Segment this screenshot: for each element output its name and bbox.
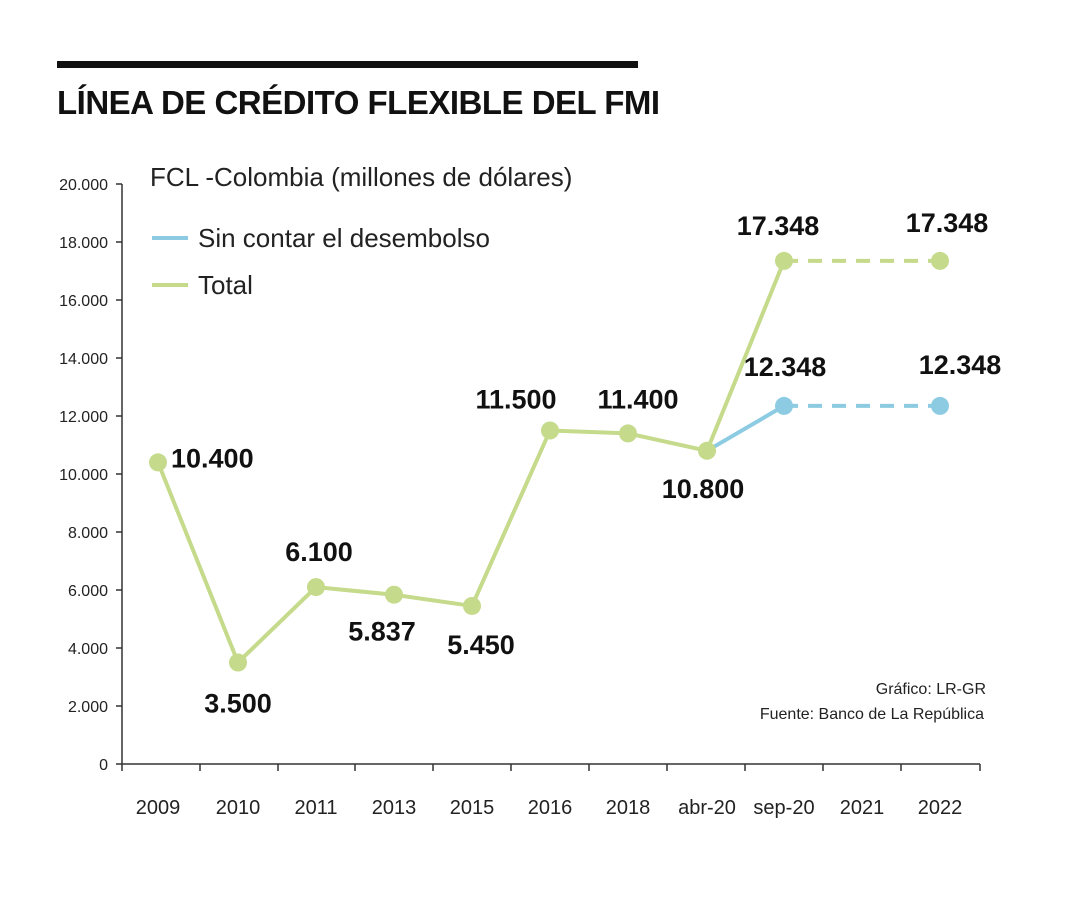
series-segment-total <box>314 585 396 597</box>
x-tick-label: 2016 <box>528 797 573 819</box>
data-point-total <box>775 251 793 270</box>
chart-points <box>149 251 949 672</box>
data-label-total: 10.800 <box>662 474 745 504</box>
y-tick-label: 20.000 <box>59 177 108 194</box>
x-tick-label: 2015 <box>450 797 495 819</box>
x-tick-label: 2013 <box>372 797 417 819</box>
data-label-total: 17.348 <box>737 211 820 241</box>
data-label-sin-desembolso: 12.348 <box>744 352 827 382</box>
y-tick-label: 10.000 <box>59 467 108 484</box>
chart-credit: Gráfico: LR-GR <box>876 681 986 698</box>
data-label-total: 10.400 <box>171 443 254 473</box>
data-point-total <box>149 453 167 472</box>
chart-source: Fuente: Banco de La República <box>760 706 984 723</box>
y-tick-label: 4.000 <box>68 641 108 658</box>
series-segment-total <box>548 428 630 436</box>
series-segment-total <box>705 258 786 453</box>
data-point-total <box>385 585 403 604</box>
data-label-total: 11.400 <box>597 384 678 414</box>
series-segment-total <box>626 431 709 453</box>
data-label-total: 11.500 <box>475 385 556 415</box>
x-tick-label: 2009 <box>136 797 181 819</box>
x-tick-label: 2011 <box>294 797 337 819</box>
y-tick-label: 12.000 <box>59 409 108 426</box>
chart-data-labels: 12.348 12.348 10.400 3.500 6.100 5.837 5.450 11… <box>171 208 1001 719</box>
chart-axes: 0 2.000 4.000 6.000 8.000 10.000 12.000 14.000 1… <box>59 177 981 819</box>
data-label-total: 3.500 <box>204 689 272 719</box>
y-tick-label: 0 <box>99 757 108 774</box>
series-segment-total <box>470 428 552 608</box>
x-tick-label: 2010 <box>216 797 261 819</box>
data-label-total: 6.100 <box>285 537 353 567</box>
data-point-total <box>229 653 247 672</box>
y-tick-label: 14.000 <box>59 351 108 368</box>
data-point-total <box>541 421 559 440</box>
data-point-total <box>619 424 637 443</box>
data-point-total <box>307 578 325 597</box>
series-segment-sin-desembolso <box>705 403 786 453</box>
x-tick-label: 2022 <box>918 797 963 819</box>
data-point-sin-desembolso <box>775 396 793 415</box>
data-label-total: 5.837 <box>348 617 416 647</box>
data-label-total: 17.348 <box>906 208 989 238</box>
x-tick-label: 2018 <box>606 797 651 819</box>
page-title: LÍNEA DE CRÉDITO FLEXIBLE DEL FMI <box>57 84 660 121</box>
y-tick-label: 2.000 <box>68 699 108 716</box>
x-tick-label: sep-20 <box>753 797 814 819</box>
legend-label-sin-desembolso: Sin contar el desembolso <box>198 223 490 253</box>
chart-subtitle: FCL -Colombia (millones de dólares) <box>150 162 572 192</box>
series-segment-total <box>392 592 474 608</box>
y-tick-label: 16.000 <box>59 293 108 310</box>
y-tick-label: 8.000 <box>68 525 108 542</box>
x-tick-label: 2021 <box>840 797 885 819</box>
chart-lines <box>156 258 940 665</box>
legend-label-total: Total <box>198 270 253 300</box>
data-point-total <box>698 441 716 460</box>
data-label-total: 5.450 <box>447 630 515 660</box>
series-segment-total <box>156 460 240 665</box>
title-rule <box>57 61 638 68</box>
data-point-total <box>931 251 949 270</box>
data-point-sin-desembolso <box>931 396 949 415</box>
legend: Sin contar el desembolso Total <box>152 223 490 300</box>
y-tick-label: 6.000 <box>68 583 108 600</box>
y-tick-label: 18.000 <box>59 235 108 252</box>
x-tick-label: abr-20 <box>678 797 736 819</box>
data-point-total <box>463 596 481 615</box>
series-segment-total <box>236 585 318 665</box>
data-label-sin-desembolso: 12.348 <box>919 350 1002 380</box>
